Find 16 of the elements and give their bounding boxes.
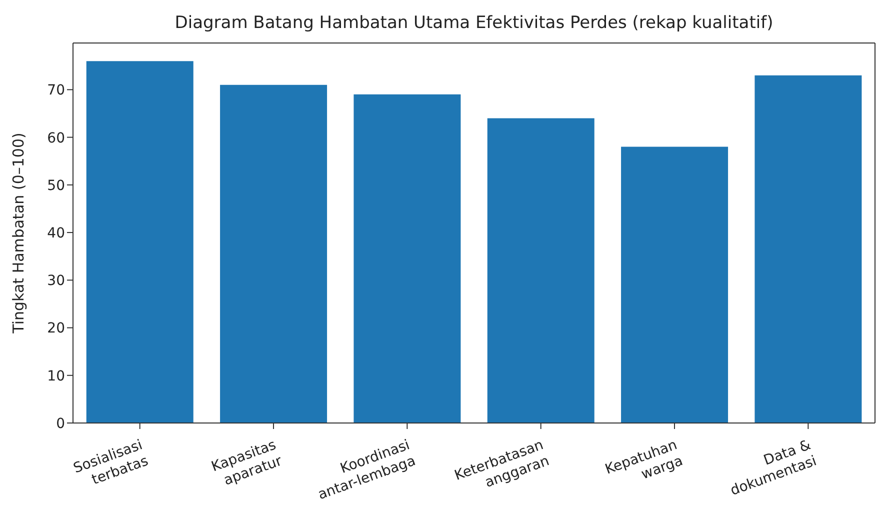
y-tick-label: 30 xyxy=(47,273,65,290)
y-tick-label: 70 xyxy=(47,82,65,99)
chart-title: Diagram Batang Hambatan Utama Efektivitas Perdes (rekap kualitatif) xyxy=(174,12,774,35)
y-axis-title: Tingkat Hambatan (0–100) xyxy=(9,132,28,334)
bar xyxy=(621,146,728,423)
bar xyxy=(220,84,328,423)
y-tick-label: 50 xyxy=(47,178,65,194)
y-tick-label: 10 xyxy=(47,368,65,384)
bar xyxy=(487,118,594,423)
y-tick-label: 0 xyxy=(56,416,65,432)
bar xyxy=(754,75,862,423)
bar xyxy=(86,61,194,423)
y-tick-label: 20 xyxy=(47,320,65,337)
bar xyxy=(354,94,461,423)
y-tick-label: 40 xyxy=(47,225,65,242)
y-tick-label: 60 xyxy=(47,130,65,146)
